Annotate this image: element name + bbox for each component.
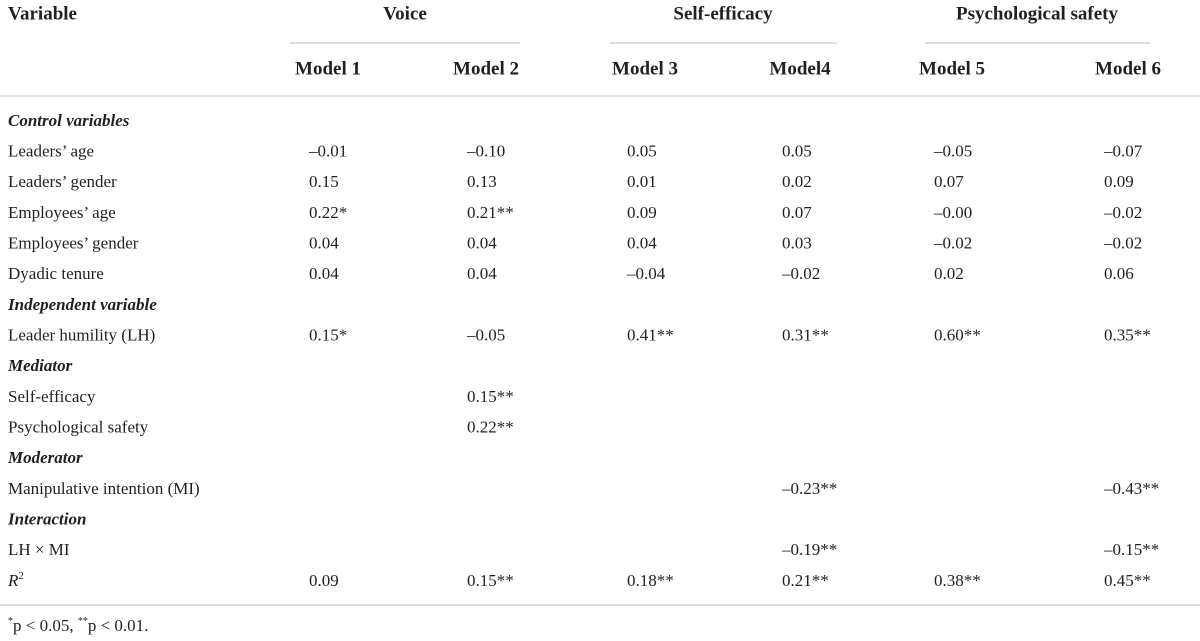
cell-value: –0.23** [781, 479, 837, 498]
cell-value: 0.09 [309, 571, 339, 590]
header-variable: Variable [8, 3, 77, 24]
cell-value: –0.04 [626, 264, 666, 283]
footnote: *p < 0.05, **p < 0.01. [8, 616, 148, 635]
cell-value: 0.01 [627, 172, 657, 191]
cell-value: –0.02 [933, 234, 972, 253]
footnote-text: p < 0.01. [88, 616, 149, 635]
row-label: LH × MI [8, 540, 70, 559]
model-header: Model 5 [919, 58, 985, 79]
cell-value: 0.06 [1104, 264, 1134, 283]
cell-value: 0.07 [934, 172, 964, 191]
group-title: Voice [383, 3, 427, 24]
cell-value: 0.04 [467, 234, 497, 253]
cell-value: 0.05 [782, 142, 812, 161]
cell-value: 0.09 [627, 203, 657, 222]
cell-value: 0.60** [934, 326, 981, 345]
cell-value: 0.15 [309, 172, 339, 191]
cell-value: –0.05 [933, 142, 972, 161]
cell-value: 0.45** [1104, 571, 1151, 590]
model-header: Model 2 [453, 58, 519, 79]
cell-value: 0.41** [627, 326, 674, 345]
cell-value: 0.21** [467, 203, 514, 222]
cell-value: –0.02 [1103, 203, 1142, 222]
cell-value: –0.02 [781, 264, 820, 283]
cell-value: 0.35** [1104, 326, 1151, 345]
row-label: Leader humility (LH) [8, 326, 155, 345]
section-label: Moderator [7, 448, 83, 467]
cell-value: 0.13 [467, 172, 497, 191]
cell-value: 0.22* [309, 203, 347, 222]
cell-value: –0.19** [781, 540, 837, 559]
cell-value: –0.15** [1103, 540, 1159, 559]
footnote-mark: ** [78, 616, 88, 627]
model-header: Model 3 [612, 58, 678, 79]
cell-value: 0.15** [467, 387, 514, 406]
row-label: R2 [7, 570, 24, 590]
cell-value: 0.04 [309, 234, 339, 253]
cell-value: –0.00 [933, 203, 972, 222]
cell-value: 0.31** [782, 326, 829, 345]
cell-value: 0.21** [782, 571, 829, 590]
section-label: Control variables [8, 111, 130, 130]
cell-value: 0.18** [627, 571, 674, 590]
row-label: Leaders’ gender [8, 172, 117, 191]
cell-value: 0.15** [467, 571, 514, 590]
cell-value: 0.05 [627, 142, 657, 161]
model-header: Model 6 [1095, 58, 1161, 79]
cell-value: –0.10 [466, 142, 505, 161]
group-title: Self-efficacy [673, 3, 773, 24]
cell-value: –0.01 [308, 142, 347, 161]
cell-value: 0.22** [467, 418, 514, 437]
cell-value: 0.38** [934, 571, 981, 590]
cell-value: –0.02 [1103, 234, 1142, 253]
footnote-mark: * [8, 616, 13, 627]
cell-value: 0.02 [934, 264, 964, 283]
row-label-sup: 2 [18, 570, 24, 582]
group-title: Psychological safety [956, 3, 1119, 24]
cell-value: –0.43** [1103, 479, 1159, 498]
cell-value: 0.03 [782, 234, 812, 253]
row-label: Self-efficacy [8, 387, 96, 406]
row-label: Dyadic tenure [8, 264, 104, 283]
cell-value: 0.04 [467, 264, 497, 283]
section-label: Interaction [7, 510, 86, 529]
model-header: Model4 [769, 58, 831, 79]
cell-value: 0.07 [782, 203, 812, 222]
row-label: Employees’ gender [8, 234, 139, 253]
cell-value: 0.04 [309, 264, 339, 283]
footnote-text: p < 0.05, [13, 616, 78, 635]
row-label: Psychological safety [8, 418, 149, 437]
row-label: Employees’ age [8, 203, 116, 222]
row-label: Leaders’ age [8, 142, 94, 161]
section-label: Mediator [7, 356, 73, 375]
row-label: Manipulative intention (MI) [8, 479, 200, 498]
cell-value: 0.09 [1104, 172, 1134, 191]
model-header: Model 1 [295, 58, 361, 79]
cell-value: –0.07 [1103, 142, 1143, 161]
cell-value: –0.05 [466, 326, 505, 345]
section-label: Independent variable [7, 295, 157, 314]
cell-value: 0.15* [309, 326, 347, 345]
cell-value: 0.02 [782, 172, 812, 191]
cell-value: 0.04 [627, 234, 657, 253]
row-label-main: R [7, 571, 19, 590]
